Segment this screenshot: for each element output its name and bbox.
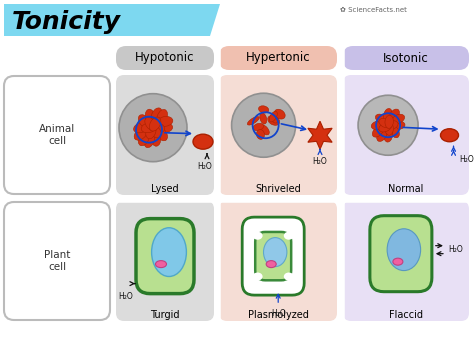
Ellipse shape [390,125,400,138]
Text: H₂O: H₂O [118,292,133,301]
Text: Plant
cell: Plant cell [44,250,70,272]
Ellipse shape [157,109,167,124]
Text: H₂O: H₂O [313,157,328,166]
Ellipse shape [284,232,294,240]
Ellipse shape [253,232,263,240]
Ellipse shape [264,238,287,267]
Ellipse shape [138,115,151,128]
Ellipse shape [144,133,155,147]
Ellipse shape [145,109,155,124]
Ellipse shape [385,121,398,130]
Ellipse shape [150,123,165,133]
Ellipse shape [377,129,387,141]
Ellipse shape [141,123,156,133]
Ellipse shape [373,126,383,137]
Ellipse shape [134,128,147,140]
Text: ✿ ScienceFacts.net: ✿ ScienceFacts.net [340,7,407,13]
Text: Animal
cell: Animal cell [39,124,75,146]
FancyBboxPatch shape [219,46,337,70]
Ellipse shape [134,122,148,133]
Ellipse shape [157,123,173,133]
Ellipse shape [258,106,269,113]
Ellipse shape [389,109,400,121]
Ellipse shape [158,117,173,126]
Ellipse shape [392,121,405,129]
Ellipse shape [383,108,392,121]
FancyBboxPatch shape [343,201,469,321]
Ellipse shape [151,131,161,146]
Ellipse shape [284,273,294,280]
Circle shape [358,95,418,155]
Ellipse shape [274,109,285,119]
Text: H₂O: H₂O [271,309,285,318]
Ellipse shape [379,123,392,132]
FancyBboxPatch shape [370,216,432,292]
Text: Flaccid: Flaccid [389,310,423,320]
Circle shape [119,94,187,162]
Ellipse shape [145,117,157,131]
Ellipse shape [269,112,277,122]
Text: H₂O: H₂O [459,155,474,164]
Text: Normal: Normal [388,184,424,194]
Text: Lysed: Lysed [151,184,179,194]
Text: Shriveled: Shriveled [255,184,301,194]
Ellipse shape [385,115,393,128]
Ellipse shape [384,129,392,142]
Text: Plasmolyzed: Plasmolyzed [247,310,309,320]
FancyBboxPatch shape [116,75,214,195]
Text: Hypertonic: Hypertonic [246,52,310,64]
Ellipse shape [193,134,213,149]
Ellipse shape [149,125,161,138]
FancyBboxPatch shape [136,219,194,294]
FancyBboxPatch shape [343,75,469,195]
Ellipse shape [260,125,269,135]
Ellipse shape [271,114,278,123]
FancyBboxPatch shape [242,217,304,295]
Ellipse shape [266,261,276,267]
Ellipse shape [268,116,280,125]
Ellipse shape [387,229,420,271]
Ellipse shape [371,121,384,129]
FancyBboxPatch shape [255,232,291,280]
FancyBboxPatch shape [219,75,337,195]
Ellipse shape [146,124,156,139]
Ellipse shape [393,258,403,265]
Ellipse shape [247,117,259,125]
Ellipse shape [260,113,267,124]
FancyBboxPatch shape [219,201,337,321]
Text: Hypotonic: Hypotonic [135,52,195,64]
Ellipse shape [379,118,392,128]
Ellipse shape [138,131,149,146]
Ellipse shape [392,114,405,123]
Ellipse shape [152,228,186,277]
Ellipse shape [149,117,161,131]
FancyBboxPatch shape [116,46,214,70]
Polygon shape [308,121,332,149]
Ellipse shape [151,108,162,122]
Ellipse shape [155,261,166,267]
Polygon shape [4,4,220,36]
Ellipse shape [440,129,458,142]
Ellipse shape [385,122,393,135]
Ellipse shape [155,127,167,141]
Ellipse shape [256,129,264,139]
Text: Isotonic: Isotonic [383,52,429,64]
Text: H₂O: H₂O [448,245,463,254]
Ellipse shape [253,273,263,280]
FancyBboxPatch shape [116,201,214,321]
Ellipse shape [253,123,264,131]
FancyBboxPatch shape [4,202,110,320]
Ellipse shape [375,114,388,124]
Text: Tonicity: Tonicity [12,10,121,34]
Text: H₂O: H₂O [198,162,212,171]
Circle shape [232,93,296,157]
FancyBboxPatch shape [343,46,469,70]
Text: Turgid: Turgid [150,310,180,320]
FancyBboxPatch shape [4,76,110,194]
